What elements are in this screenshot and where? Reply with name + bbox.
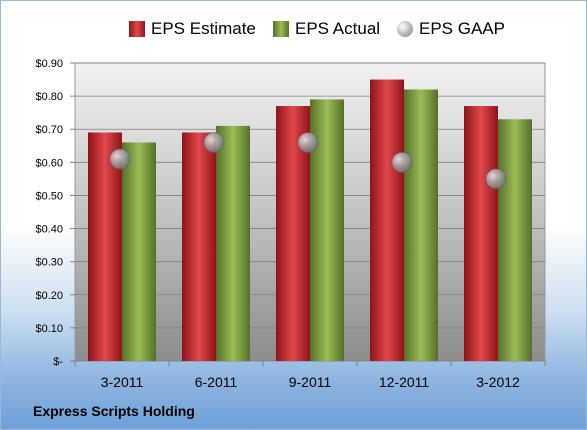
legend-swatch-eps-actual	[273, 21, 289, 37]
x-tick-label: 3-2011	[101, 374, 144, 390]
y-tick-label: $0.10	[35, 323, 63, 335]
eps-gaap-marker	[203, 131, 225, 153]
eps-actual-bar	[122, 142, 156, 361]
eps-estimate-bar	[370, 79, 404, 362]
legend-item-eps-estimate: EPS Estimate	[129, 15, 256, 43]
company-name: Express Scripts Holding	[33, 403, 195, 419]
legend-swatch-eps-gaap	[397, 21, 413, 37]
eps-actual-bar	[498, 119, 532, 362]
x-tick-label: 9-2011	[289, 374, 332, 390]
legend-item-eps-gaap: EPS GAAP	[397, 15, 505, 43]
y-tick-label: $0.20	[35, 290, 63, 302]
eps-gaap-marker	[391, 151, 413, 173]
y-tick-label: $0.70	[35, 124, 63, 136]
legend-swatch-eps-estimate	[129, 21, 145, 37]
y-tick-label: $0.60	[35, 157, 63, 169]
y-tick-label: $0.30	[35, 257, 63, 269]
eps-gaap-marker	[109, 148, 131, 170]
y-tick-label: $0.40	[35, 224, 63, 236]
eps-actual-bar	[404, 89, 438, 361]
eps-actual-bar	[216, 125, 250, 362]
legend-label-eps-gaap: EPS GAAP	[419, 19, 505, 38]
y-tick-label: $0.90	[35, 58, 63, 70]
x-tick-label: 3-2012	[476, 374, 520, 390]
y-tick-label: $-	[53, 356, 63, 368]
eps-gaap-marker	[297, 131, 319, 153]
x-tick-label: 12-2011	[379, 374, 430, 390]
eps-estimate-bar	[88, 132, 122, 361]
eps-estimate-bar	[182, 132, 216, 361]
y-tick-label: $0.80	[35, 91, 63, 103]
eps-gaap-marker	[485, 168, 507, 190]
eps-estimate-bar	[464, 106, 498, 362]
legend-label-eps-actual: EPS Actual	[295, 19, 381, 38]
legend-label-eps-estimate: EPS Estimate	[151, 19, 256, 38]
legend: EPS Estimate EPS Actual EPS GAAP	[1, 15, 586, 43]
y-tick-label: $0.50	[35, 190, 63, 202]
x-tick-label: 6-2011	[195, 374, 238, 390]
legend-item-eps-actual: EPS Actual	[273, 15, 380, 43]
